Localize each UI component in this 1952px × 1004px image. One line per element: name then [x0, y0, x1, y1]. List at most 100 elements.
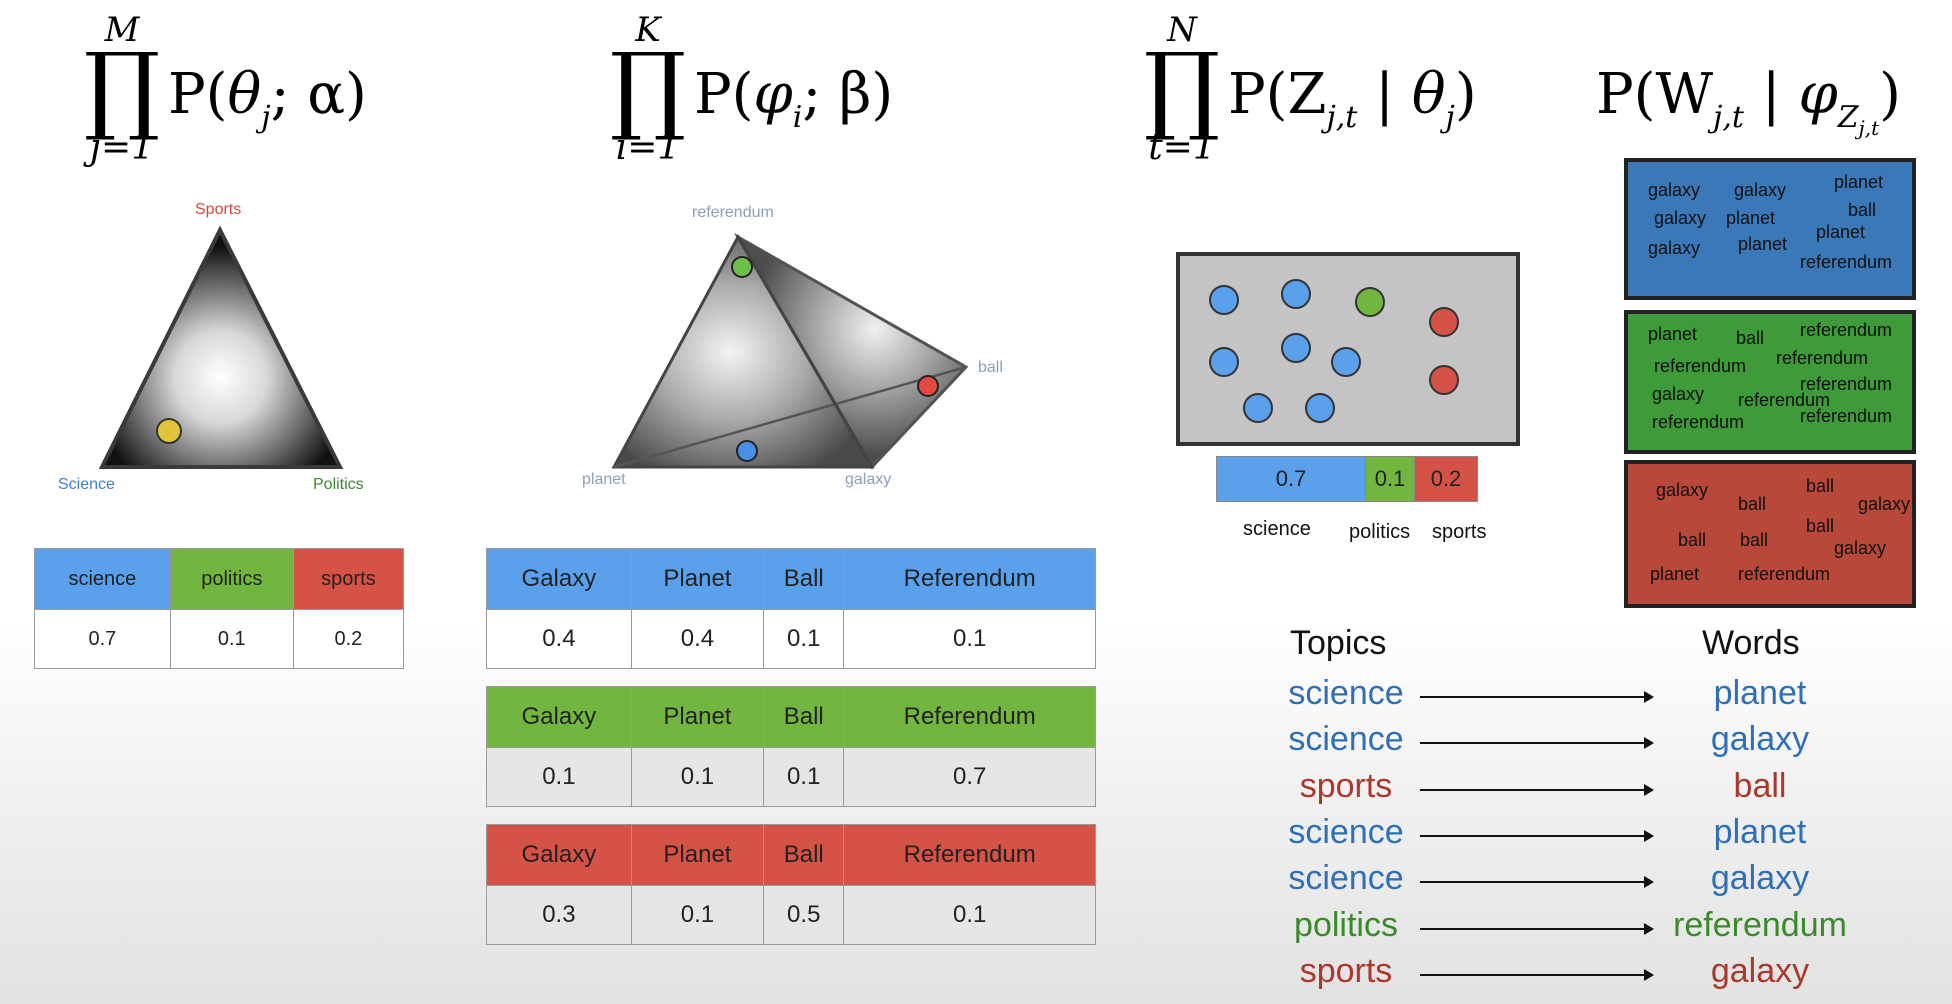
phi-value: 0.1 [763, 609, 845, 669]
phi-value: 0.1 [843, 885, 1096, 945]
mapping-word: galaxy [1710, 951, 1810, 990]
topic-dot-blue [1281, 333, 1311, 363]
product-symbol: ∏ [83, 32, 161, 144]
mapping-arrow [1420, 737, 1654, 750]
phi-header: Ball [763, 686, 845, 748]
word-box-politics: planet ball referendum referendum refere… [1624, 310, 1916, 454]
theta-value-sports: 0.2 [292, 609, 405, 669]
phi-value: 0.7 [843, 747, 1096, 807]
word: referendum [1800, 320, 1893, 340]
word: referendum [1800, 374, 1893, 394]
bar-segment-sports: 0.2 [1414, 457, 1477, 501]
topics-header: Topics [1290, 624, 1387, 662]
topic-dot-blue [1331, 347, 1361, 377]
word-simplex-tetrahedron [611, 232, 969, 470]
topic-dot-blue [1243, 393, 1273, 423]
mapping-topic: science [1288, 859, 1404, 898]
word: galaxy [1648, 180, 1701, 200]
product-lower-limit: j=1 [89, 127, 155, 168]
phi-header: Planet [630, 824, 765, 886]
word: planet [1816, 222, 1866, 242]
phi-header: Planet [630, 686, 765, 748]
simplex-label-sports: Sports [195, 201, 242, 218]
word: referendum [1800, 252, 1893, 272]
simplex-triangle-body [98, 225, 344, 469]
phi-header: Planet [630, 548, 765, 610]
phi-table-blue: Galaxy Planet Ball Referendum 0.4 0.4 0.… [486, 548, 1096, 669]
mapping-topic: science [1288, 720, 1404, 759]
word: planet [1738, 234, 1788, 254]
mapping-topic: politics [1294, 905, 1398, 944]
theta-value-science: 0.7 [34, 609, 171, 669]
mapping-word: planet [1713, 674, 1807, 712]
tetra-label-ball: ball [978, 359, 1003, 376]
phi-value: 0.3 [486, 885, 632, 945]
phi-value: 0.1 [843, 609, 1096, 669]
product-operator-k: K ∏ i=1 [608, 12, 688, 168]
word: planet [1650, 564, 1700, 584]
product-lower-limit: t=1 [1148, 127, 1216, 168]
phi-header: Galaxy [486, 824, 632, 886]
topic-dot-red [1429, 307, 1459, 337]
theta-header-politics: politics [169, 548, 294, 610]
phi-header: Galaxy [486, 686, 632, 748]
mapping-topic: sports [1299, 951, 1393, 990]
word: ball [1740, 530, 1769, 550]
phi-header: Referendum [843, 686, 1096, 748]
simplex-label-politics: Politics [313, 476, 364, 493]
word: galaxy [1858, 494, 1911, 514]
bar-label-politics: politics [1349, 521, 1411, 543]
phi-value: 0.1 [630, 885, 765, 945]
word: ball [1806, 516, 1835, 536]
phi-point-green [731, 256, 753, 278]
word-box-sports: galaxy ball ball galaxy ball ball ball g… [1624, 460, 1916, 608]
mapping-arrow [1420, 922, 1654, 935]
mapping-word: ball [1733, 766, 1787, 805]
phi-table-red: Galaxy Planet Ball Referendum 0.3 0.1 0.… [486, 824, 1096, 945]
topic-dot-green [1355, 287, 1385, 317]
mapping-word: galaxy [1710, 720, 1810, 759]
mapping-topic: science [1288, 812, 1404, 851]
word: referendum [1654, 356, 1747, 376]
bar-label-science: science [1243, 518, 1311, 540]
word: ball [1678, 530, 1707, 550]
tetra-label-galaxy: galaxy [845, 471, 892, 488]
topic-dot-blue [1209, 347, 1239, 377]
document-topic-box [1176, 252, 1520, 446]
words-header: Words [1702, 624, 1800, 662]
phi-value: 0.1 [630, 747, 765, 807]
word: referendum [1738, 564, 1831, 584]
theta-sample-point [156, 418, 182, 444]
tetra-label-referendum: referendum [692, 204, 774, 221]
mapping-arrow [1420, 968, 1654, 981]
mapping-arrow [1420, 876, 1654, 889]
word: ball [1738, 494, 1767, 514]
topic-dot-blue [1209, 285, 1239, 315]
word: planet [1648, 324, 1698, 344]
product-operator-m: M ∏ j=1 [82, 12, 162, 168]
product-upper-limit: N [1167, 10, 1197, 50]
tetra-label-planet: planet [582, 471, 626, 488]
word: galaxy [1734, 180, 1787, 200]
phi-header: Ball [763, 548, 845, 610]
mapping-word: referendum [1673, 905, 1847, 944]
phi-header: Referendum [843, 548, 1096, 610]
word: galaxy [1834, 538, 1887, 558]
product-lower-limit: i=1 [615, 127, 681, 168]
word: ball [1736, 328, 1765, 348]
phi-value: 0.1 [763, 747, 845, 807]
mapping-word: planet [1713, 812, 1807, 851]
phi-point-blue [736, 440, 758, 462]
topic-dot-blue [1281, 279, 1311, 309]
mapping-topic: science [1288, 674, 1404, 712]
phi-value: 0.4 [630, 609, 765, 669]
word: galaxy [1652, 384, 1705, 404]
word: galaxy [1656, 480, 1709, 500]
word: ball [1806, 476, 1835, 496]
phi-value: 0.5 [763, 885, 845, 945]
formula-w-given-phi: P(Wj,t | φZj,t) [1596, 62, 1902, 140]
topic-dot-red [1429, 365, 1459, 395]
mapping-arrow [1420, 691, 1654, 703]
word: galaxy [1648, 238, 1701, 258]
phi-value: 0.1 [486, 747, 632, 807]
